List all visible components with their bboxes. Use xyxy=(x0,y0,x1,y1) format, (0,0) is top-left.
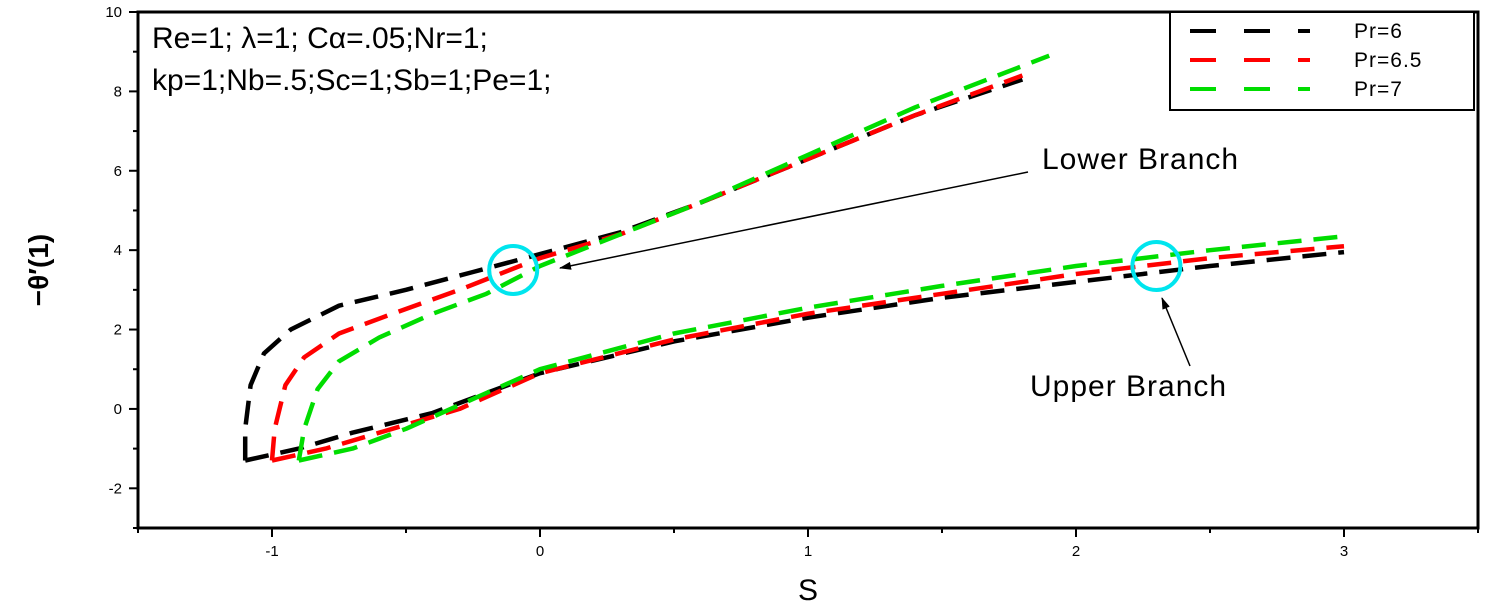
series-line-2-lower-branch xyxy=(269,73,1024,461)
x-tick-label: 1 xyxy=(804,543,812,560)
annotation-upper-branch: Upper Branch xyxy=(1030,370,1227,403)
y-tick-label: 4 xyxy=(114,242,122,259)
series-line-3-lower-branch xyxy=(296,53,1051,461)
series-line-3-upper-branch xyxy=(298,234,1345,463)
legend-label-1: Pr=6 xyxy=(1354,20,1403,43)
legend-box xyxy=(1169,11,1475,111)
parameter-text: Re=1; λ=1; Cα=.05;Nr=1; kp=1;Nb=.5;Sc=1;… xyxy=(152,22,551,97)
legend-items: Pr=6 Pr=6.5 Pr=7 xyxy=(1190,20,1422,101)
y-tick-label: 10 xyxy=(105,4,122,21)
axis-ticks xyxy=(129,11,1479,537)
series-layer xyxy=(242,53,1345,463)
series-line-2-upper-branch xyxy=(271,243,1345,463)
highlight-circle-2 xyxy=(1130,240,1183,293)
x-tick-label: 0 xyxy=(536,543,544,560)
y-tick-label: 2 xyxy=(114,322,122,339)
highlight-circle-1 xyxy=(487,244,540,296)
x-tick-label: -1 xyxy=(265,543,278,560)
parameter-line-1: Re=1; λ=1; Cα=.05;Nr=1; xyxy=(152,22,488,55)
x-tick-label: 2 xyxy=(1072,543,1080,560)
annotation-lower-branch-arrow xyxy=(559,171,1029,270)
legend: Pr=6 Pr=6.5 Pr=7 xyxy=(1169,11,1475,111)
y-tick-label: 6 xyxy=(114,163,122,180)
x-tick-label: 3 xyxy=(1340,543,1348,560)
legend-label-2: Pr=6.5 xyxy=(1354,49,1422,72)
annotation-lower-branch: Lower Branch xyxy=(1042,143,1239,176)
annotation-upper-branch-arrow xyxy=(1161,297,1191,367)
tick-labels: -1 0 1 2 3 -2 0 2 4 6 8 10 xyxy=(105,4,1348,560)
annotations: Lower Branch Upper Branch xyxy=(559,143,1239,403)
legend-label-3: Pr=7 xyxy=(1354,78,1403,101)
series-line-1-upper-branch xyxy=(244,249,1345,463)
x-axis-title: S xyxy=(798,574,818,607)
parameter-line-2: kp=1;Nb=.5;Sc=1;Sb=1;Pe=1; xyxy=(152,64,551,97)
y-tick-label: 8 xyxy=(114,83,122,100)
y-tick-label: 0 xyxy=(114,401,122,418)
y-axis-title: −θ′(1) xyxy=(23,234,54,306)
series-line-1-lower-branch xyxy=(242,77,1024,461)
highlight-layer xyxy=(487,240,1183,296)
y-tick-label: -2 xyxy=(109,480,122,497)
